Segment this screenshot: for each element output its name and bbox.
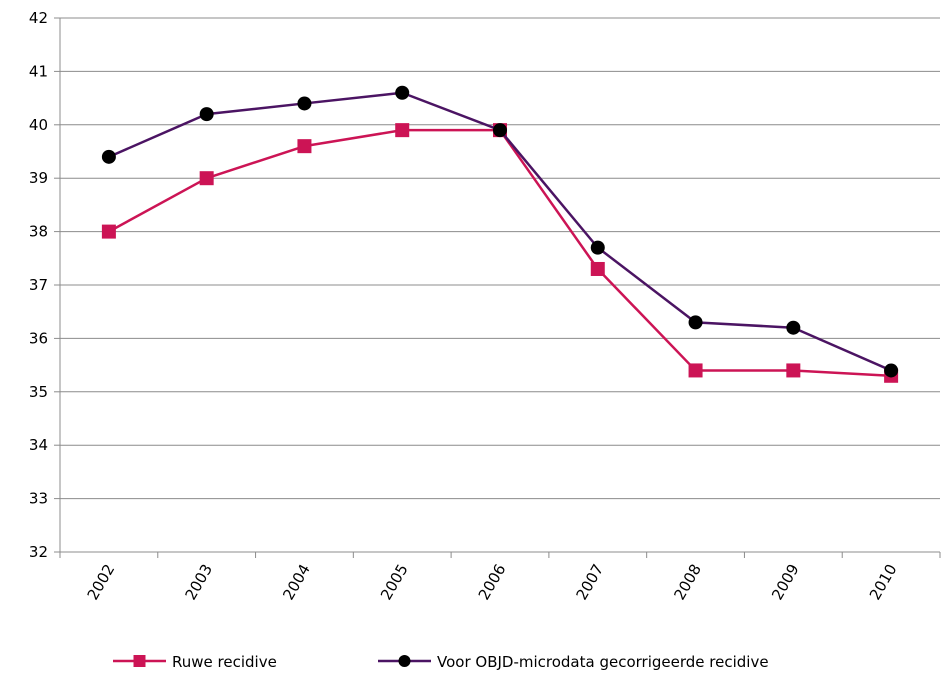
series-2 <box>101 85 899 378</box>
x-tick-label: 2007 <box>573 561 608 603</box>
data-point-square <box>101 224 116 239</box>
y-tick-label: 38 <box>29 223 48 241</box>
data-point-circle <box>101 149 116 164</box>
y-tick-label: 33 <box>29 490 48 508</box>
y-tick-label: 36 <box>29 329 48 347</box>
y-tick-label: 32 <box>29 543 48 561</box>
y-tick-label: 37 <box>29 276 48 294</box>
data-point-square <box>590 261 605 276</box>
data-point-square <box>395 123 410 138</box>
y-tick-label: 40 <box>29 116 48 134</box>
series-1 <box>101 123 899 383</box>
data-point-square <box>688 363 703 378</box>
data-point-circle <box>297 96 312 111</box>
legend-marker-square <box>133 655 146 667</box>
y-tick-label: 42 <box>29 9 48 27</box>
y-tick-label: 34 <box>29 436 48 454</box>
legend-label: Ruwe recidive <box>172 653 277 671</box>
data-point-circle <box>786 320 801 335</box>
x-tick-label: 2006 <box>475 561 510 603</box>
x-tick-label: 2010 <box>866 561 901 603</box>
y-axis-tick-labels: 32 33 34 35 36 37 38 39 40 41 42 <box>29 9 48 561</box>
x-tick-label: 2003 <box>181 561 216 603</box>
x-tick-label: 2009 <box>768 561 803 603</box>
data-point-circle <box>884 363 899 378</box>
legend-label: Voor OBJD-microdata gecorrigeerde recidi… <box>437 653 769 671</box>
series-lines <box>101 85 899 383</box>
data-point-square <box>786 363 801 378</box>
data-point-circle <box>590 240 605 255</box>
x-tick-label: 2005 <box>377 561 412 603</box>
data-point-square <box>199 171 214 186</box>
data-point-circle <box>493 123 507 138</box>
legend: Ruwe recidive Voor OBJD-microdata gecorri… <box>113 653 769 671</box>
data-point-circle <box>199 107 214 122</box>
data-point-square <box>297 139 312 154</box>
y-tick-label: 41 <box>29 62 48 80</box>
series-line <box>108 128 892 378</box>
axes <box>54 17 941 558</box>
y-tick-label: 39 <box>29 169 48 187</box>
legend-marker-circle <box>398 655 411 667</box>
data-point-circle <box>395 85 410 100</box>
data-point-circle <box>688 315 703 330</box>
x-tick-label: 2004 <box>279 561 314 603</box>
legend-item: Voor OBJD-microdata gecorrigeerde recidi… <box>378 653 769 671</box>
gridlines <box>60 17 940 500</box>
legend-item: Ruwe recidive <box>113 653 277 671</box>
x-tick-label: 2002 <box>84 561 119 603</box>
x-tick-label: 2008 <box>670 561 705 603</box>
x-axis-tick-labels: 2002 2003 2004 2005 2006 2007 2008 2009 2010 <box>84 561 901 603</box>
y-tick-label: 35 <box>29 383 48 401</box>
